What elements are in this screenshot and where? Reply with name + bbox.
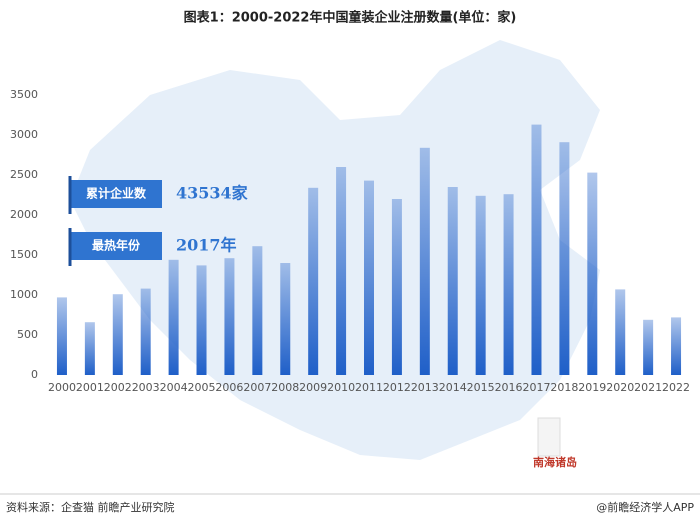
bar (84, 322, 95, 375)
bar (475, 195, 486, 375)
y-tick-label: 0 (31, 368, 38, 381)
annotation-box (70, 232, 162, 260)
bar (56, 297, 67, 375)
bar (308, 187, 319, 375)
x-tick-label: 2003 (132, 381, 160, 394)
y-tick-label: 3500 (10, 88, 38, 101)
bar (252, 246, 263, 375)
annotation-label: 最热年份 (92, 238, 141, 253)
bar (196, 265, 207, 375)
bar (643, 319, 654, 375)
source: 资料来源：企查猫 前瞻产业研究院 (6, 500, 175, 514)
x-tick-label: 2006 (215, 381, 243, 394)
bar (168, 259, 179, 375)
x-tick-label: 2020 (606, 381, 634, 394)
y-tick-label: 2500 (10, 168, 38, 181)
x-tick-label: 2022 (662, 381, 690, 394)
annotation-box (70, 180, 162, 208)
bar (280, 263, 291, 375)
x-tick-label: 2009 (299, 381, 327, 394)
x-tick-label: 2016 (495, 381, 523, 394)
x-tick-label: 2018 (550, 381, 578, 394)
map-label: 南海诸岛 (533, 455, 577, 469)
x-tick-label: 2010 (327, 381, 355, 394)
y-tick-label: 500 (17, 328, 38, 341)
map-inset (537, 417, 561, 457)
bar (503, 194, 514, 375)
bar (336, 167, 347, 375)
bar (559, 142, 570, 375)
bar (587, 172, 598, 375)
credit: @前瞻经济学人APP (596, 500, 694, 514)
y-tick-label: 2000 (10, 208, 38, 221)
x-tick-label: 2019 (578, 381, 606, 394)
bar (447, 187, 458, 375)
bar (364, 180, 374, 375)
chart-title: 图表1：2000-2022年中国童装企业注册数量(单位：家) (184, 10, 517, 26)
bar (224, 258, 235, 375)
x-tick-label: 2014 (439, 381, 467, 394)
x-tick-label: 2015 (467, 381, 495, 394)
bar (419, 147, 430, 375)
bar (531, 124, 542, 375)
x-tick-label: 2017 (522, 381, 550, 394)
x-tick-label: 2007 (243, 381, 271, 394)
x-tick-label: 2012 (383, 381, 411, 394)
annotation-label: 累计企业数 (86, 186, 147, 201)
bar (140, 288, 151, 375)
bar (112, 294, 123, 375)
annotation-value: 43534家 (176, 184, 249, 203)
x-tick-label: 2002 (104, 381, 132, 394)
y-tick-label: 3000 (10, 128, 38, 141)
annotation-value: 2017年 (176, 236, 237, 255)
bar (615, 289, 626, 375)
y-tick-label: 1000 (10, 288, 38, 301)
x-tick-label: 2000 (48, 381, 76, 394)
x-tick-label: 2001 (76, 381, 104, 394)
x-tick-label: 2004 (160, 381, 188, 394)
x-tick-label: 2011 (355, 381, 383, 394)
bar (391, 199, 402, 375)
x-tick-label: 2008 (271, 381, 299, 394)
x-tick-label: 2013 (411, 381, 439, 394)
bar (671, 317, 682, 375)
y-tick-label: 1500 (10, 248, 38, 261)
x-tick-label: 2005 (188, 381, 216, 394)
x-tick-label: 2021 (634, 381, 662, 394)
